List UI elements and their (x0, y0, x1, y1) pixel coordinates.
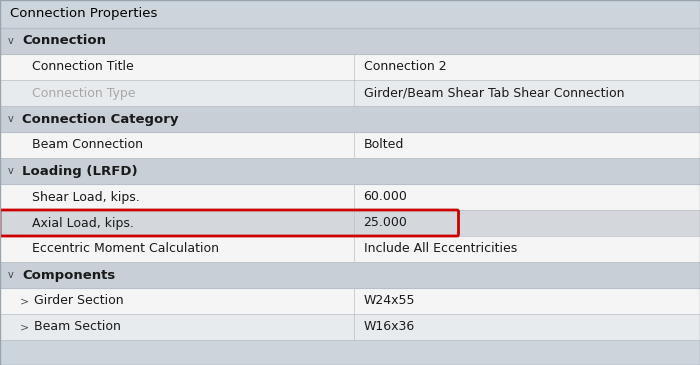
Bar (0, 132, 700, 158)
Bar (0, 28, 700, 54)
Bar (0, 184, 700, 210)
Text: v: v (8, 36, 14, 46)
Text: Connection Type: Connection Type (32, 87, 136, 100)
Text: Bolted: Bolted (363, 138, 404, 151)
Text: Loading (LRFD): Loading (LRFD) (22, 165, 138, 177)
Text: Connection: Connection (22, 35, 106, 47)
Bar (0, 314, 700, 340)
Bar (0, 288, 700, 314)
Text: Beam Connection: Beam Connection (32, 138, 143, 151)
Text: W24x55: W24x55 (363, 295, 415, 307)
Bar (0, 158, 700, 184)
Text: Connection Properties: Connection Properties (10, 8, 158, 20)
Text: v: v (8, 270, 14, 280)
Text: >: > (20, 322, 29, 332)
Bar (0, 236, 700, 262)
Text: v: v (8, 166, 14, 176)
Text: Girder Section: Girder Section (34, 295, 124, 307)
Text: Include All Eccentricities: Include All Eccentricities (363, 242, 517, 255)
Text: 60.000: 60.000 (363, 191, 407, 204)
Bar (0, 262, 700, 288)
Text: Axial Load, kips.: Axial Load, kips. (32, 216, 134, 230)
Text: Beam Section: Beam Section (34, 320, 121, 334)
Bar (0, 106, 700, 132)
Text: Shear Load, kips.: Shear Load, kips. (32, 191, 140, 204)
Text: Components: Components (22, 269, 116, 281)
Bar (0, 80, 700, 106)
Text: W16x36: W16x36 (363, 320, 414, 334)
Text: Connection Title: Connection Title (32, 61, 134, 73)
Text: Eccentric Moment Calculation: Eccentric Moment Calculation (32, 242, 219, 255)
Text: 25.000: 25.000 (363, 216, 407, 230)
Text: Connection 2: Connection 2 (363, 61, 446, 73)
Bar (0, 0, 700, 28)
Bar (0, 210, 700, 236)
Text: Connection Category: Connection Category (22, 112, 178, 126)
Text: >: > (20, 296, 29, 306)
Text: v: v (8, 114, 14, 124)
Bar (0, 54, 700, 80)
Text: Girder/Beam Shear Tab Shear Connection: Girder/Beam Shear Tab Shear Connection (363, 87, 624, 100)
